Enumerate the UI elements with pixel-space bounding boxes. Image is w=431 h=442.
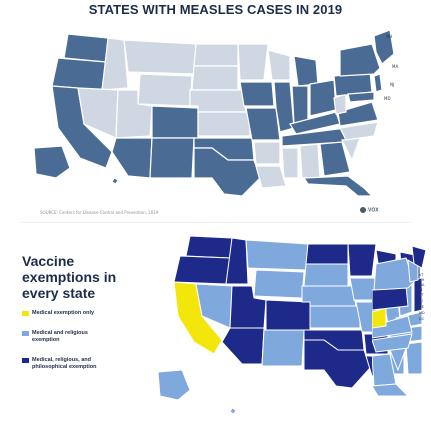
label-md: MD bbox=[419, 311, 425, 315]
state-wyoming bbox=[137, 73, 193, 107]
state-arizona bbox=[221, 327, 265, 365]
state-minnesota bbox=[347, 243, 377, 277]
state-wisconsin bbox=[267, 49, 291, 81]
legend-item-medical-only: Medical exemption only bbox=[22, 310, 162, 317]
label-nj: NJ bbox=[390, 82, 394, 87]
label-ma: MA bbox=[392, 64, 398, 69]
state-north-carolina bbox=[372, 333, 413, 353]
state-new-mexico bbox=[261, 329, 305, 367]
state-south-dakota bbox=[303, 263, 349, 287]
state-montana bbox=[123, 39, 197, 75]
state-oregon bbox=[51, 57, 107, 91]
label-vt: VT bbox=[419, 273, 424, 277]
state-kansas bbox=[309, 305, 361, 329]
state-washington bbox=[185, 235, 233, 259]
legend-swatch-medical-religious bbox=[22, 331, 29, 336]
label-ma: MA bbox=[419, 283, 425, 287]
legend-label-medical-only: Medical exemption only bbox=[32, 310, 95, 316]
state-kansas bbox=[197, 111, 251, 137]
state-iowa bbox=[239, 81, 275, 107]
label-ri: RI bbox=[419, 288, 422, 292]
state-florida bbox=[372, 383, 409, 396]
panel-divider bbox=[20, 222, 411, 223]
state-colorado bbox=[151, 105, 199, 139]
state-alaska bbox=[33, 145, 71, 179]
label-md: MD bbox=[384, 96, 391, 101]
state-georgia bbox=[319, 141, 351, 177]
state-south-dakota bbox=[191, 65, 239, 91]
label-nh: NH bbox=[419, 278, 425, 282]
state-new-jersey bbox=[373, 73, 383, 93]
state-maryland bbox=[347, 91, 375, 103]
state-alabama bbox=[405, 341, 422, 375]
east-coast-states: VT NH MA RI CT NJ DE MD DC bbox=[372, 246, 427, 396]
state-michigan bbox=[293, 55, 319, 87]
state-alaska bbox=[157, 369, 191, 401]
legend-label-medical-religious: Medical and religious exemption bbox=[32, 330, 88, 343]
label-dc: DC bbox=[419, 317, 425, 321]
state-ohio bbox=[309, 79, 337, 117]
state-missouri bbox=[245, 107, 281, 141]
state-maine bbox=[411, 246, 427, 269]
state-north-dakota bbox=[193, 43, 239, 67]
state-hawaii bbox=[111, 177, 119, 185]
state-nebraska bbox=[189, 89, 247, 113]
state-colorado bbox=[265, 299, 311, 331]
state-louisiana bbox=[255, 165, 287, 189]
legend-item-medical-religious: Medical and religious exemption bbox=[22, 330, 162, 344]
measles-cases-map: NH MA NJ MD bbox=[33, 29, 398, 196]
label-de: DE bbox=[419, 305, 424, 309]
legend-label-all-three: Medical, religious, and philosophical ex… bbox=[32, 357, 97, 370]
state-new-mexico bbox=[149, 137, 195, 179]
vox-logo-text: VOX bbox=[368, 207, 379, 214]
state-west-virginia bbox=[333, 93, 347, 115]
state-illinois bbox=[273, 81, 295, 133]
state-florida bbox=[302, 175, 373, 196]
state-montana bbox=[245, 239, 309, 271]
state-minnesota bbox=[237, 43, 269, 81]
state-new-york bbox=[339, 43, 381, 77]
state-alabama bbox=[299, 143, 321, 179]
state-arkansas bbox=[253, 141, 281, 165]
state-oregon bbox=[173, 255, 231, 285]
state-washington bbox=[63, 33, 109, 63]
state-north-carolina bbox=[339, 121, 379, 141]
state-idaho bbox=[225, 237, 249, 285]
exemptions-heading: Vaccine exemptions in every state bbox=[22, 253, 117, 301]
state-virginia bbox=[372, 315, 413, 339]
state-georgia bbox=[372, 353, 397, 387]
label-ct: CT bbox=[419, 293, 424, 297]
state-texas bbox=[193, 147, 261, 196]
label-nh: NH bbox=[386, 34, 392, 39]
state-texas bbox=[303, 339, 371, 389]
vox-logo-icon bbox=[360, 207, 366, 213]
source-note: SOURCE: Centers for Disease Control and … bbox=[40, 210, 159, 215]
label-nj: NJ bbox=[419, 299, 423, 303]
legend-swatch-all-three bbox=[22, 358, 29, 363]
state-indiana bbox=[291, 85, 309, 125]
map-title: STATES WITH MEASLES CASES IN 2019 bbox=[88, 2, 343, 17]
state-new-york bbox=[373, 257, 415, 291]
state-new-england bbox=[407, 259, 419, 283]
exemptions-legend: Medical exemption only Medical and relig… bbox=[22, 310, 162, 384]
state-west-virginia bbox=[372, 307, 387, 329]
legend-swatch-medical-only bbox=[22, 311, 29, 316]
vaccine-exemptions-map bbox=[157, 235, 422, 415]
state-idaho bbox=[101, 37, 129, 91]
legend-item-all-three: Medical, religious, and philosophical ex… bbox=[22, 357, 162, 371]
state-virginia bbox=[337, 101, 379, 127]
state-ohio bbox=[413, 277, 422, 313]
state-arizona bbox=[111, 137, 153, 179]
state-new-england bbox=[373, 29, 395, 65]
state-north-dakota bbox=[305, 243, 349, 265]
state-wyoming bbox=[253, 269, 305, 299]
state-nebraska bbox=[301, 285, 357, 307]
state-mississippi bbox=[281, 147, 299, 179]
vox-logo: VOX bbox=[360, 207, 379, 213]
state-hawaii bbox=[229, 407, 237, 415]
